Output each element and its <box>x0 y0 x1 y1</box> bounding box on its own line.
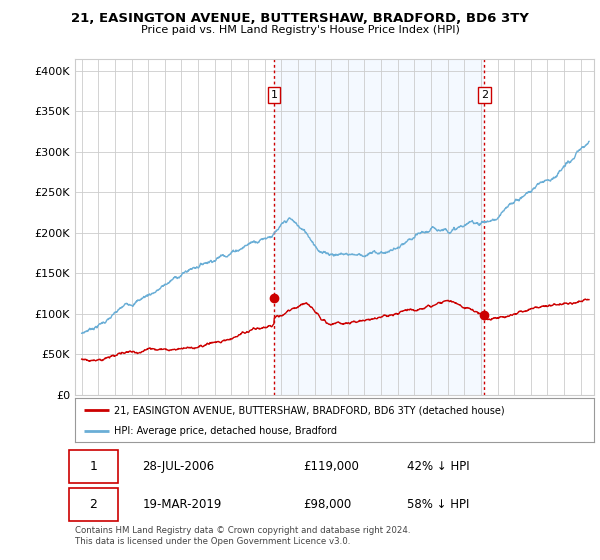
Text: 42% ↓ HPI: 42% ↓ HPI <box>407 460 470 473</box>
Text: 58% ↓ HPI: 58% ↓ HPI <box>407 498 470 511</box>
Text: 1: 1 <box>89 460 97 473</box>
Text: 28-JUL-2006: 28-JUL-2006 <box>142 460 215 473</box>
Text: £98,000: £98,000 <box>304 498 352 511</box>
Text: HPI: Average price, detached house, Bradford: HPI: Average price, detached house, Brad… <box>114 426 337 436</box>
Text: 19-MAR-2019: 19-MAR-2019 <box>142 498 222 511</box>
Text: 21, EASINGTON AVENUE, BUTTERSHAW, BRADFORD, BD6 3TY: 21, EASINGTON AVENUE, BUTTERSHAW, BRADFO… <box>71 12 529 25</box>
Text: Contains HM Land Registry data © Crown copyright and database right 2024.
This d: Contains HM Land Registry data © Crown c… <box>75 526 410 546</box>
Text: 1: 1 <box>271 90 278 100</box>
FancyBboxPatch shape <box>69 488 118 521</box>
Bar <box>274 59 484 395</box>
Text: 2: 2 <box>481 90 488 100</box>
Text: 2: 2 <box>89 498 97 511</box>
Text: £119,000: £119,000 <box>304 460 359 473</box>
Text: 21, EASINGTON AVENUE, BUTTERSHAW, BRADFORD, BD6 3TY (detached house): 21, EASINGTON AVENUE, BUTTERSHAW, BRADFO… <box>114 405 505 415</box>
Text: Price paid vs. HM Land Registry's House Price Index (HPI): Price paid vs. HM Land Registry's House … <box>140 25 460 35</box>
FancyBboxPatch shape <box>69 450 118 483</box>
